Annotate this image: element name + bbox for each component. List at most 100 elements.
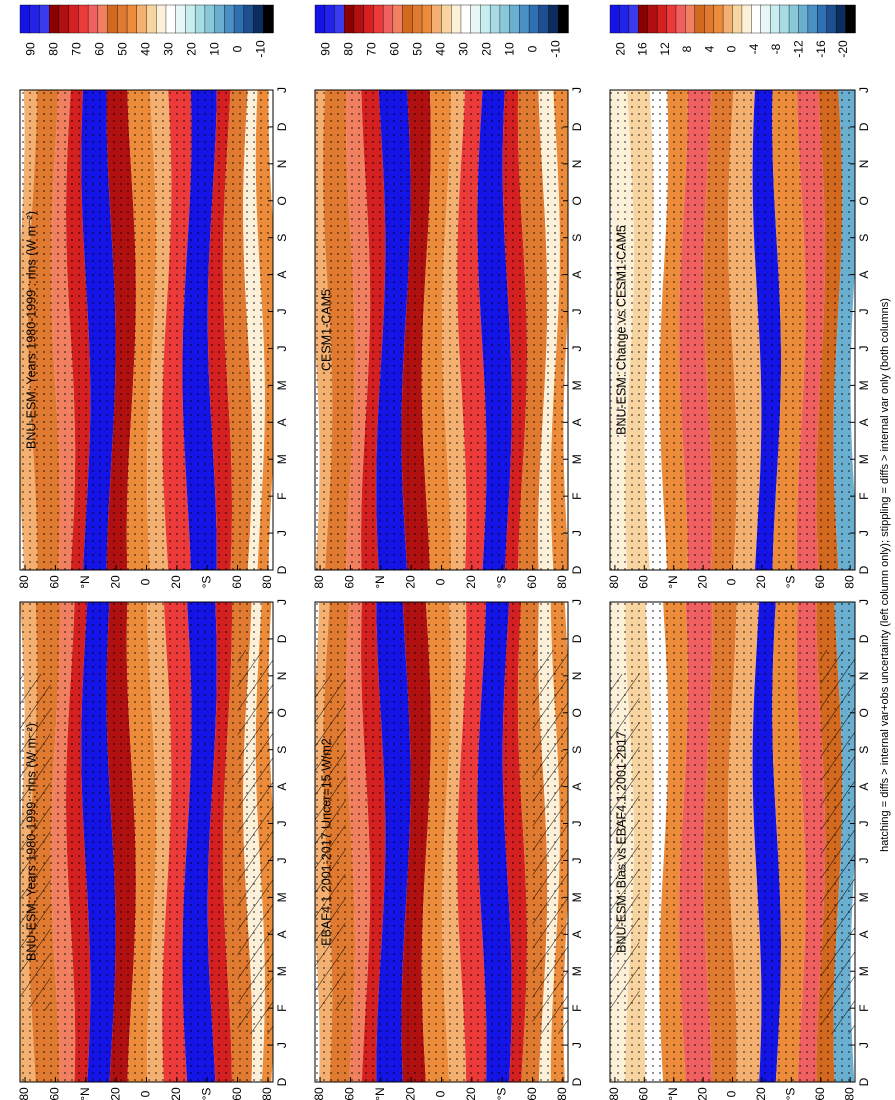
colorbar-swatch bbox=[798, 4, 809, 34]
colorbar-label: 60 bbox=[93, 42, 107, 56]
colorbar-swatch bbox=[107, 4, 119, 34]
colorbar-swatch bbox=[638, 4, 649, 34]
colorbar-swatch bbox=[817, 4, 828, 34]
colorbar-swatch bbox=[421, 4, 433, 34]
lat-tick-label: 20 bbox=[108, 575, 122, 589]
lat-tick-label: °S bbox=[199, 1088, 213, 1100]
month-tick-label: A bbox=[275, 930, 289, 938]
colorbar-swatch bbox=[243, 4, 255, 34]
lat-tick-label: 80 bbox=[842, 1087, 856, 1100]
lat-tick-label: 60 bbox=[636, 1087, 650, 1100]
lat-tick-label: 80 bbox=[312, 1087, 326, 1100]
lat-tick-label: 60 bbox=[230, 1087, 244, 1100]
colorbar-swatch bbox=[666, 4, 677, 34]
colorbar-label: 10 bbox=[208, 42, 222, 56]
month-tick-label: D bbox=[275, 565, 289, 574]
stippling bbox=[315, 602, 568, 1082]
lat-tick-label: 60 bbox=[343, 575, 357, 589]
colorbar-swatch bbox=[214, 4, 226, 34]
month-tick-label: A bbox=[857, 418, 871, 426]
hatching bbox=[610, 674, 640, 1010]
colorbar-label: -20 bbox=[836, 40, 850, 58]
month-tick-label: M bbox=[857, 892, 871, 902]
colorbar-swatch bbox=[324, 4, 336, 34]
month-tick-label: J bbox=[570, 530, 584, 536]
lat-tick-label: 80 bbox=[607, 1087, 621, 1100]
month-tick-label: J bbox=[570, 857, 584, 863]
colorbar-label: 60 bbox=[388, 42, 402, 56]
panel-1: D J F M A M J J A S O N D J 80 60 °N 20 0 20 °S 60 80 BNU-ESM: … bbox=[17, 87, 289, 589]
lat-tick-label: 0 bbox=[139, 1090, 153, 1097]
lat-tick-label: 80 bbox=[842, 575, 856, 589]
colorbar-label: 12 bbox=[658, 42, 672, 56]
colorbar-swatch bbox=[431, 4, 443, 34]
colorbar-swatch bbox=[353, 4, 365, 34]
colorbar-swatch bbox=[694, 4, 705, 34]
colorbar-swatch bbox=[253, 4, 264, 34]
colorbar-swatch bbox=[499, 4, 511, 34]
colorbar-label: 30 bbox=[457, 42, 471, 56]
colorbar-swatch bbox=[117, 4, 128, 34]
lat-tick-label: 80 bbox=[555, 1087, 569, 1100]
lat-tick-label: °S bbox=[494, 576, 508, 589]
panel-title: EBAF4.1 2001-2017 Uncer=15 W/m2 bbox=[319, 738, 333, 945]
footnote: hatching = diffs > internal var+obs unce… bbox=[879, 298, 891, 852]
colorbar-label: 50 bbox=[116, 42, 130, 56]
lat-tick-label: 80 bbox=[260, 1087, 274, 1100]
colorbar-label: 80 bbox=[342, 42, 356, 56]
month-tick-label: O bbox=[857, 196, 871, 205]
colorbar-swatch bbox=[538, 4, 550, 34]
colorbar-label: 0 bbox=[526, 45, 540, 52]
colorbar-swatch bbox=[656, 4, 668, 34]
colorbar-swatch bbox=[807, 4, 819, 34]
month-tick-label: M bbox=[570, 892, 584, 902]
lat-tick-label: 20 bbox=[464, 575, 478, 589]
month-tick-label: D bbox=[275, 1077, 289, 1086]
colorbar-swatch bbox=[126, 4, 138, 34]
hatching bbox=[237, 650, 273, 1034]
colorbar-swatch bbox=[392, 4, 404, 34]
colorbar-swatch bbox=[722, 4, 734, 34]
colorbar-label: -10 bbox=[254, 40, 268, 58]
stippling bbox=[610, 90, 855, 570]
colorbar-swatch bbox=[363, 4, 375, 34]
colorbar-swatch bbox=[609, 4, 621, 34]
lat-tick-label: 20 bbox=[169, 1087, 183, 1100]
month-tick-label: J bbox=[570, 599, 584, 605]
month-tick-label: A bbox=[275, 783, 289, 791]
month-tick-label: A bbox=[570, 783, 584, 791]
hatching bbox=[315, 674, 346, 1010]
month-tick-label: F bbox=[857, 1004, 871, 1011]
colorbar-swatch bbox=[835, 4, 847, 34]
lat-tick-label: 60 bbox=[343, 1087, 357, 1100]
colorbar-swatch bbox=[470, 4, 482, 34]
lat-tick-label: °S bbox=[199, 576, 213, 589]
month-tick-label: A bbox=[857, 930, 871, 938]
colorbar-label: 0 bbox=[231, 45, 245, 52]
hatching bbox=[20, 674, 51, 1010]
lat-tick-label: °S bbox=[783, 576, 797, 589]
month-tick-label: A bbox=[570, 930, 584, 938]
colorbar-swatch bbox=[68, 4, 80, 34]
month-tick-label: S bbox=[275, 234, 289, 242]
colorbar-swatch bbox=[412, 4, 423, 34]
lat-tick-label: 20 bbox=[403, 575, 417, 589]
colorbar-swatch bbox=[165, 4, 177, 34]
colorbar-swatch bbox=[263, 4, 274, 34]
lat-tick-label: 60 bbox=[48, 1087, 62, 1100]
colorbar-swatch bbox=[826, 4, 837, 34]
colorbar-label: 20 bbox=[185, 42, 199, 56]
colorbar-label: 16 bbox=[636, 42, 650, 56]
colorbar-swatch bbox=[78, 4, 89, 34]
colorbar-swatch bbox=[233, 4, 245, 34]
month-tick-label: F bbox=[570, 492, 584, 499]
month-tick-label: J bbox=[275, 87, 289, 93]
month-tick-label: S bbox=[857, 746, 871, 754]
month-tick-label: F bbox=[857, 492, 871, 499]
colorbar-swatch bbox=[685, 4, 696, 34]
month-tick-label: J bbox=[275, 345, 289, 351]
month-tick-label: O bbox=[275, 708, 289, 717]
lat-tick-label: °N bbox=[373, 575, 387, 588]
colorbar-label: 40 bbox=[434, 42, 448, 56]
lat-tick-label: 20 bbox=[169, 575, 183, 589]
